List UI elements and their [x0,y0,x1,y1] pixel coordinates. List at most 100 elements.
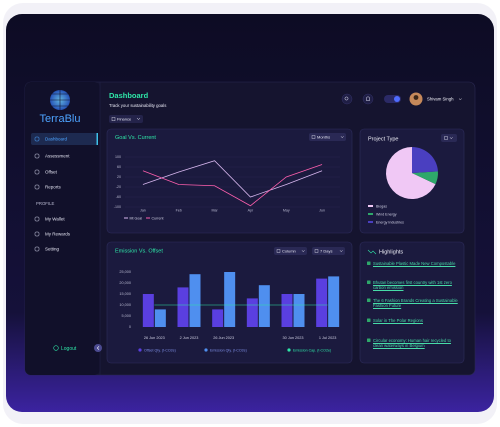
bar [189,274,201,327]
filter-button[interactable] [109,115,143,123]
legend-label: Offset Qty. (t-CO2e) [144,348,176,352]
control-icon [276,249,281,253]
legend-label: Mt Goal [130,216,143,220]
control-icon [311,135,316,139]
nav-item[interactable]: Reports [45,184,62,189]
logout-icon [53,345,59,351]
nav-item[interactable]: My Rewards [45,231,71,236]
bar [142,294,154,327]
nav-item[interactable]: My Wallet [45,216,65,221]
collapse-button[interactable] [94,344,102,352]
x-tick-label: Jun [319,208,325,212]
nav-item[interactable]: Dashboard [45,136,68,141]
toggle-knob [394,96,400,102]
x-tick-label: Feb [176,208,182,212]
line-series [142,164,323,207]
filter-icon [111,117,116,122]
y-tick-label: 60 [117,165,121,169]
legend-label: Energy Industries [376,220,404,224]
nav-item[interactable]: Setting [45,246,60,251]
pie-slice [412,147,438,173]
highlights-card [359,241,465,364]
project-filter-caret [449,137,453,140]
bar [224,272,236,327]
highlight-link[interactable]: The 6 Fashion Brands Creating a Sustaina… [373,298,458,308]
nav-section: PROFILE [36,201,55,206]
project-filter-button[interactable] [441,134,457,142]
highlight-box: The 6 Fashion Brands Creating a Sustaina… [373,298,458,308]
control-button[interactable] [309,133,346,141]
x-tick-label: 26 Jun 2023 [144,336,165,340]
legend-label: Emission Cap. (t-CO2e) [293,348,331,352]
logout[interactable]: Logout [61,346,77,352]
x-tick-label: Apr [248,208,254,212]
y-tick-label: 100 [115,155,121,159]
highlight-link[interactable]: Circular economy: Human hair recycled to… [373,338,451,348]
nav-icon [34,231,40,237]
legend-dot [204,348,208,352]
notification-button[interactable] [362,93,374,105]
goal-card [106,128,353,234]
nav-item[interactable]: Assessment [45,153,70,158]
legend-dot [287,348,291,352]
nav-active-bar [96,133,98,145]
search-button[interactable] [341,93,353,105]
pie-slice [386,147,436,200]
legend-swatch [368,213,373,215]
control-label[interactable]: Column [282,248,296,253]
highlight-link[interactable]: Bhutan becomes first country with 1st ze… [373,280,452,290]
highlight-icon [367,280,371,284]
control-label[interactable]: Months [317,134,330,139]
search-icon [344,96,349,101]
y-tick-label: -100 [114,205,121,209]
calendar-icon [444,136,448,140]
nav-item[interactable]: Offset [45,169,58,174]
control-label[interactable]: 7 Days [320,248,332,253]
bar [328,276,340,327]
highlights-icon [367,249,377,255]
x-tick-label: Mar [211,208,218,212]
y-tick-label: -20 [116,185,121,189]
bar [258,285,270,327]
bar [281,294,293,327]
page-title: Dashboard [109,91,149,100]
highlight-icon [367,318,371,322]
filter-label[interactable]: Finance [117,116,132,121]
control-icon [314,249,319,253]
bar [154,309,166,327]
y-tick-label: 20 [117,175,121,179]
card-title: Highlights [379,249,403,255]
user-name[interactable]: Shivam Singh [427,97,454,102]
nav-icon [34,153,40,159]
collapse-icon [96,346,100,350]
legend-swatch [368,221,373,223]
highlight-icon [367,261,371,265]
nav-icon [34,184,40,190]
highlight-link[interactable]: Sustainable Plastic Made New Compostable [373,261,456,266]
logo-globe-lines [50,90,70,110]
highlight-box: Sustainable Plastic Made New Compostable [373,261,456,266]
highlight-icon [367,298,371,302]
legend-dot [138,348,142,352]
highlight-box: Bhutan becomes first country with 1st ze… [373,280,452,290]
control-button[interactable] [312,247,345,255]
line-series [142,160,323,198]
legend-label: Wind Energy [376,212,397,216]
control-caret [340,136,344,139]
x-tick-label: 30 Jun 2023 [283,336,304,340]
y-tick-label: 15,000 [119,292,131,296]
card-title: Project Type [368,136,398,142]
legend-swatch [368,205,373,207]
control-caret [301,250,305,253]
bar [246,298,258,327]
bar [316,278,328,327]
bell-icon [366,96,370,101]
x-tick-label: 1 Jul 2023 [319,336,337,340]
control-caret [339,250,343,253]
control-button[interactable] [274,247,307,255]
nav-icon [34,246,40,252]
x-tick-label: May [283,208,290,212]
highlight-link[interactable]: Solar in The Polar Regions [373,318,423,323]
highlight-box: Solar in The Polar Regions [373,318,423,323]
